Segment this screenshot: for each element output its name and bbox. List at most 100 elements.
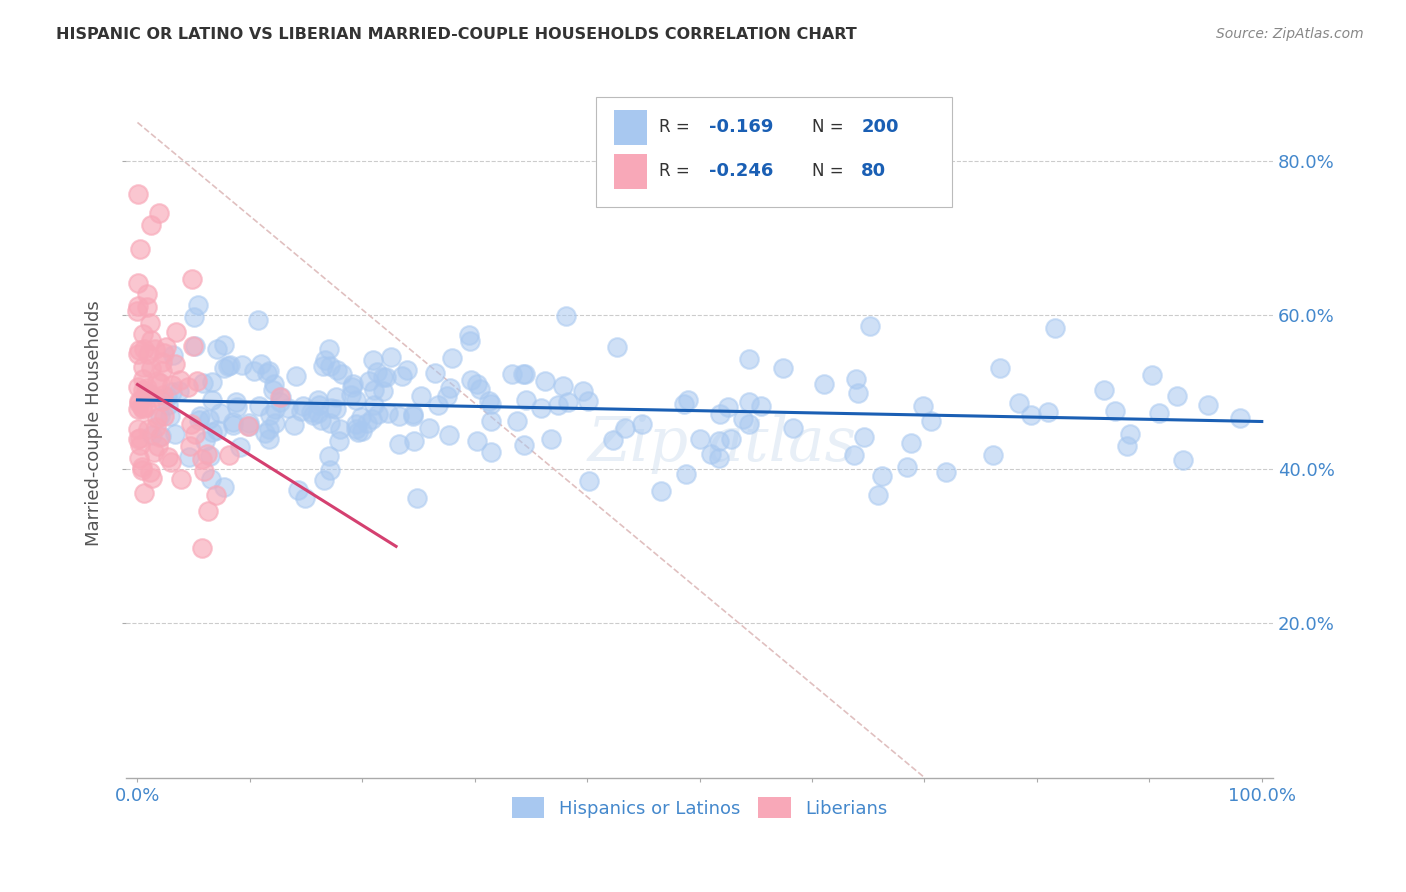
Point — [242, 364, 264, 378]
Point — [411, 389, 433, 403]
Point — [128, 450, 150, 465]
Point — [169, 384, 191, 398]
Point — [440, 351, 463, 365]
Point — [129, 242, 152, 256]
Point — [212, 338, 235, 352]
Point — [896, 459, 918, 474]
Point — [373, 384, 395, 398]
Point — [160, 377, 183, 392]
Point — [159, 409, 181, 424]
Point — [197, 504, 219, 518]
Point — [127, 304, 149, 318]
Point — [142, 444, 165, 458]
Point — [165, 427, 187, 442]
Point — [135, 401, 157, 415]
Point — [183, 339, 205, 353]
Point — [388, 437, 411, 451]
Point — [1173, 452, 1195, 467]
Point — [191, 376, 214, 390]
Point — [1197, 398, 1219, 412]
Point — [249, 357, 271, 371]
Point — [229, 440, 252, 454]
Point — [479, 445, 502, 459]
Point — [132, 384, 155, 398]
Point — [513, 367, 536, 381]
Point — [194, 434, 217, 448]
Point — [436, 389, 458, 403]
Text: Source: ZipAtlas.com: Source: ZipAtlas.com — [1216, 27, 1364, 41]
Point — [465, 376, 488, 391]
Point — [308, 398, 330, 412]
Point — [479, 397, 502, 411]
Point — [391, 369, 413, 384]
Point — [344, 422, 367, 436]
Point — [287, 483, 309, 497]
Point — [264, 402, 287, 417]
Point — [127, 277, 149, 291]
Point — [136, 300, 159, 314]
Point — [127, 422, 149, 436]
Point — [380, 350, 402, 364]
Point — [259, 408, 281, 422]
Point — [512, 368, 534, 382]
Point — [350, 410, 373, 425]
Point — [395, 363, 418, 377]
Point — [135, 287, 157, 301]
Point — [359, 374, 381, 388]
Text: -0.169: -0.169 — [709, 119, 773, 136]
Point — [184, 426, 207, 441]
Point — [513, 438, 536, 452]
Point — [217, 359, 239, 373]
Point — [283, 417, 305, 432]
Point — [139, 316, 162, 330]
Point — [141, 471, 163, 485]
Point — [344, 417, 367, 432]
Point — [325, 390, 347, 404]
Point — [285, 369, 308, 384]
Point — [262, 383, 284, 397]
Point — [319, 359, 342, 374]
Point — [207, 423, 229, 437]
Point — [602, 433, 624, 447]
Point — [139, 218, 162, 232]
Point — [131, 401, 153, 415]
Point — [198, 449, 221, 463]
Point — [347, 425, 370, 440]
Text: 80: 80 — [862, 162, 886, 180]
Point — [222, 417, 245, 432]
Point — [772, 360, 794, 375]
Point — [920, 414, 942, 428]
Point — [291, 399, 314, 413]
Point — [437, 428, 460, 442]
Point — [673, 397, 696, 411]
Point — [465, 434, 488, 448]
Point — [247, 399, 270, 413]
Point — [613, 421, 636, 435]
Point — [782, 421, 804, 435]
Point — [1115, 439, 1137, 453]
Point — [318, 342, 340, 356]
Point — [127, 402, 149, 417]
Point — [136, 347, 159, 361]
Point — [418, 421, 440, 435]
Point — [169, 373, 191, 387]
Point — [208, 406, 231, 420]
Point — [205, 342, 228, 356]
Point — [225, 394, 247, 409]
Point — [576, 394, 599, 409]
Point — [329, 422, 352, 436]
Point — [1007, 396, 1029, 410]
Point — [136, 422, 159, 436]
Point — [367, 407, 389, 421]
Point — [738, 417, 761, 431]
Point — [578, 474, 600, 488]
Point — [131, 462, 153, 476]
Point — [127, 347, 149, 361]
Point — [1229, 410, 1251, 425]
Point — [257, 422, 280, 436]
Point — [294, 491, 316, 506]
Point — [302, 409, 325, 423]
Point — [201, 375, 224, 389]
Point — [139, 465, 162, 479]
Point — [720, 432, 742, 446]
